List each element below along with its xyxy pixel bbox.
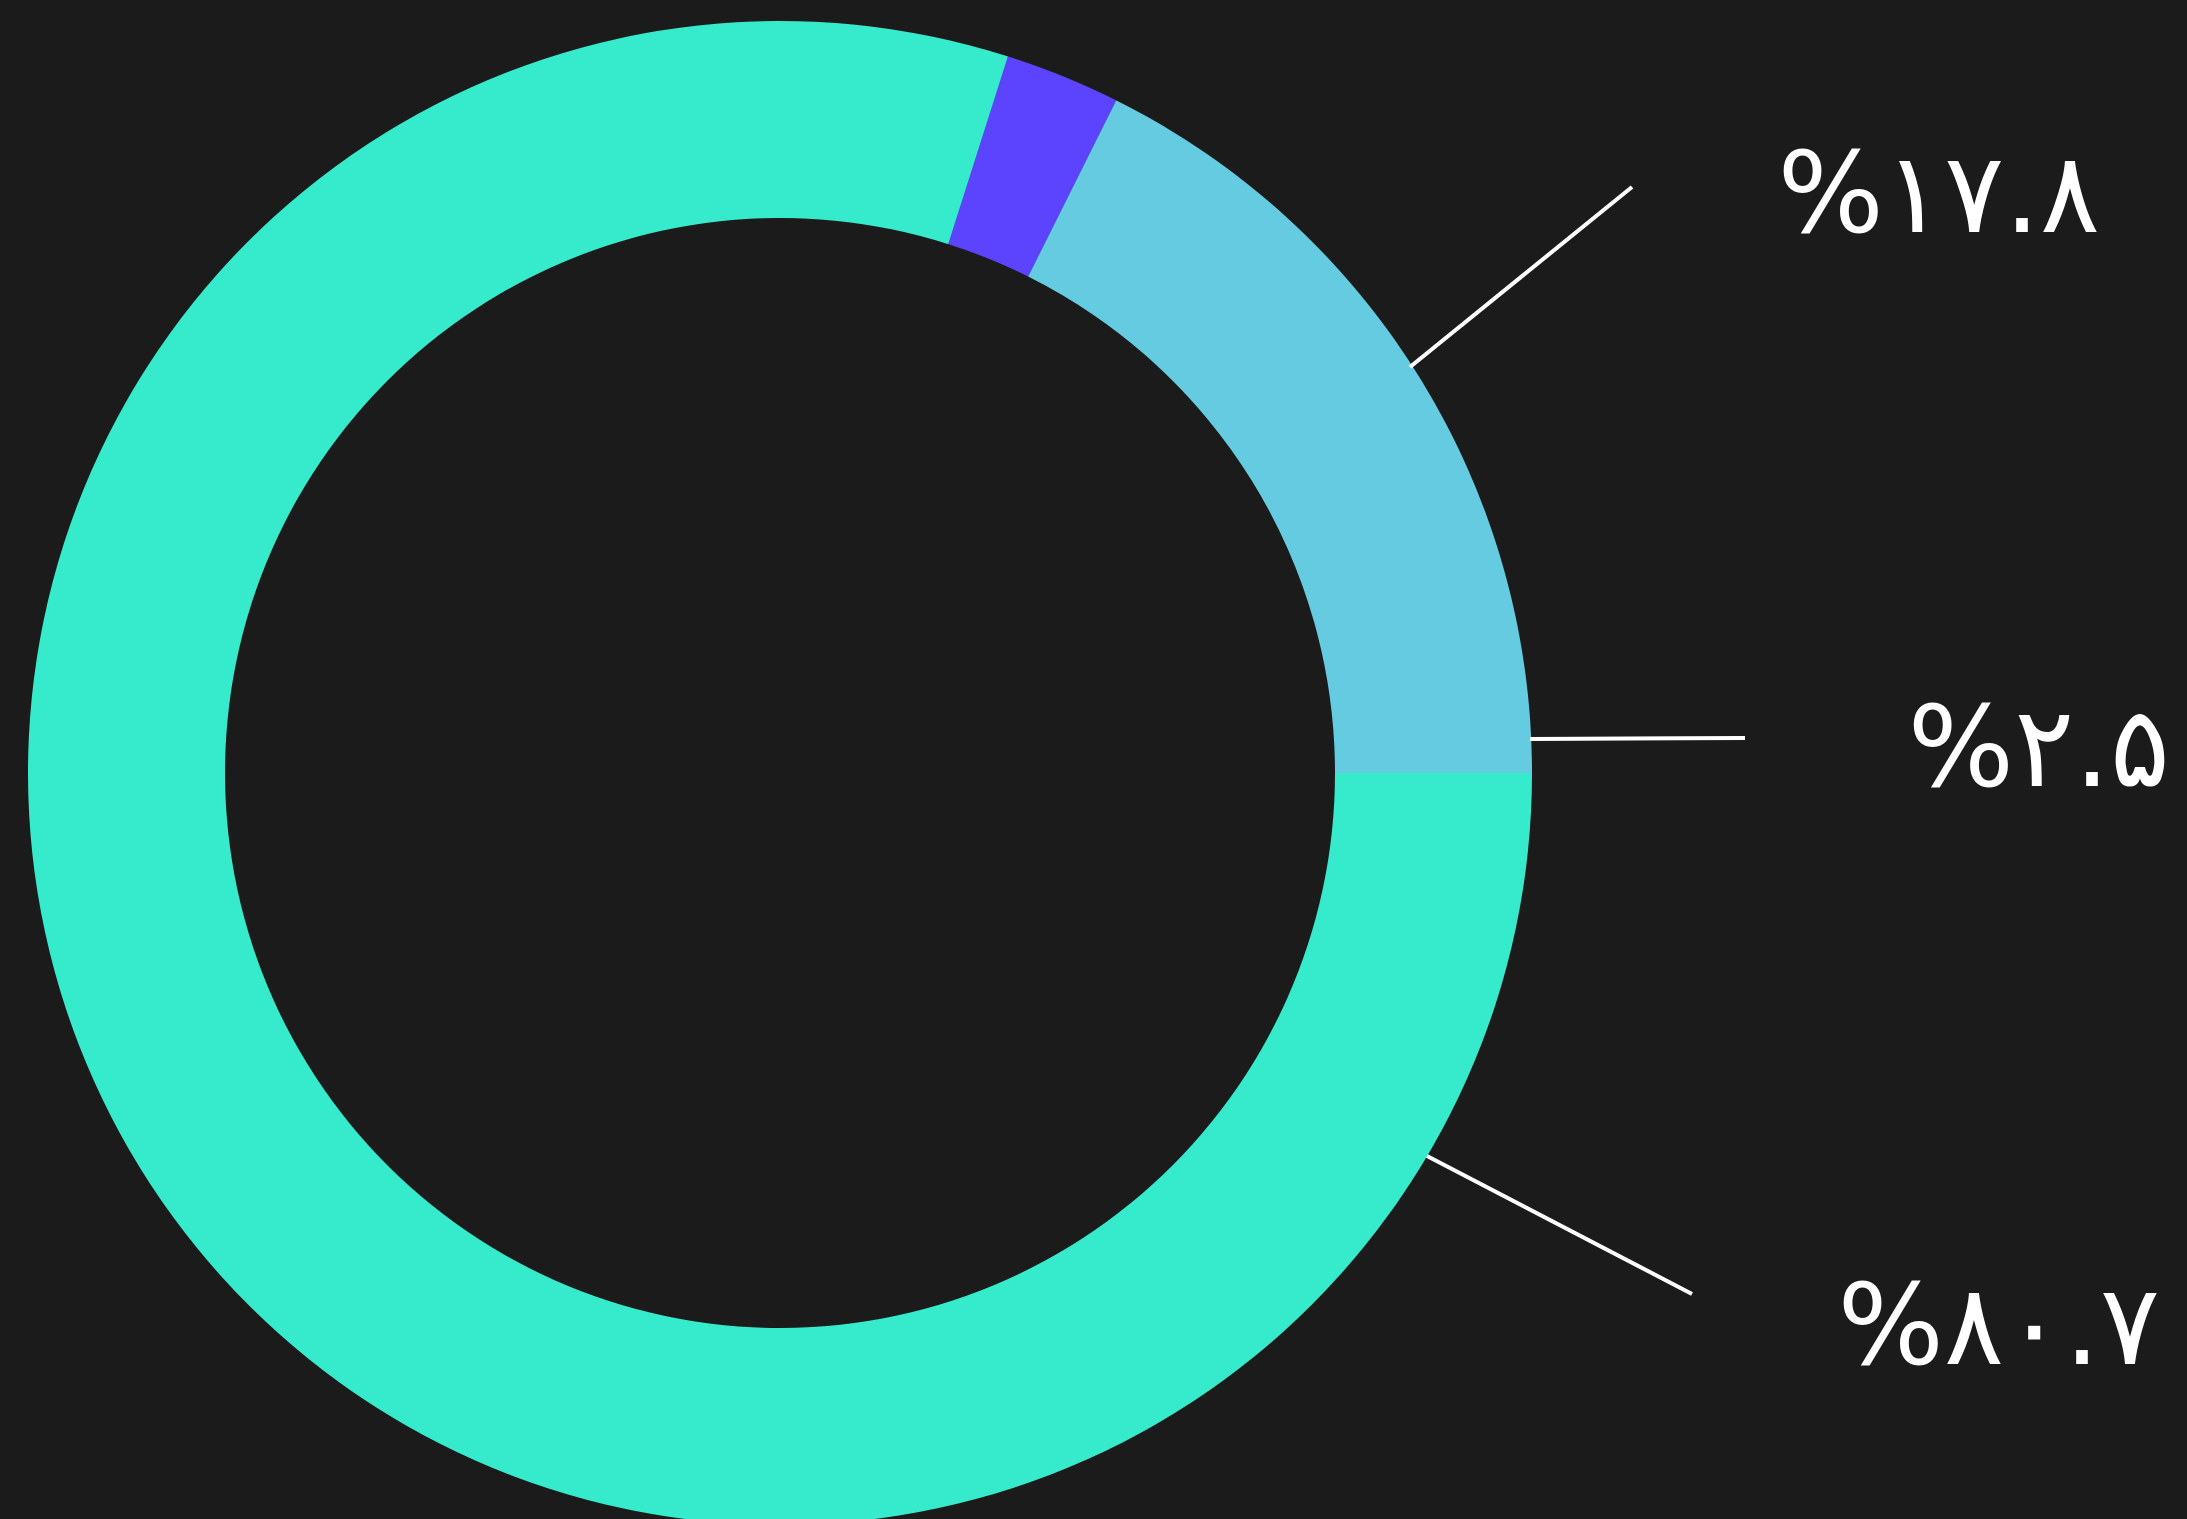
slice-labels-layer: %۱۷.۸ %۲.۵ %۸۰.۷	[1778, 129, 2170, 1391]
donut-slice-b	[948, 56, 1117, 277]
slice-label-c: %۸۰.۷	[1838, 1261, 2161, 1391]
slice-label-a: %۱۷.۸	[1778, 129, 2101, 259]
slice-label-b: %۲.۵	[1908, 683, 2170, 813]
leader-lines-layer	[1408, 185, 1746, 1296]
donut-slice-a	[1028, 100, 1532, 774]
leader-line-c	[1426, 1154, 1693, 1296]
leader-line-a	[1408, 185, 1634, 369]
leader-line-b	[1529, 736, 1746, 741]
slices-layer	[28, 21, 1532, 1519]
